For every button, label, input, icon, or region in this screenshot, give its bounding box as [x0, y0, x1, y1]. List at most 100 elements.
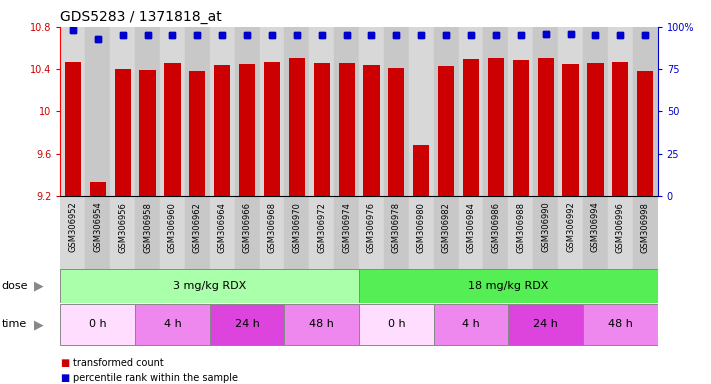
Bar	[463, 59, 479, 196]
Bar	[85, 196, 110, 269]
Text: GSM306972: GSM306972	[317, 202, 326, 253]
Bar	[359, 27, 384, 196]
Bar	[90, 182, 106, 196]
Text: ■: ■	[60, 358, 70, 368]
Bar	[338, 63, 355, 196]
Text: 24 h: 24 h	[235, 319, 260, 329]
Bar	[359, 304, 434, 345]
Bar	[488, 58, 504, 196]
Bar	[359, 270, 658, 303]
Bar	[210, 27, 235, 196]
Bar	[214, 65, 230, 196]
Text: dose: dose	[1, 281, 28, 291]
Text: GSM306988: GSM306988	[516, 202, 525, 253]
Bar	[459, 196, 483, 269]
Bar	[114, 69, 131, 196]
Bar	[513, 60, 529, 196]
Bar	[488, 58, 504, 196]
Bar	[587, 63, 604, 196]
Text: GSM306962: GSM306962	[193, 202, 202, 253]
Bar	[164, 63, 181, 196]
Bar	[60, 196, 85, 269]
Bar	[135, 196, 160, 269]
Text: ▶: ▶	[34, 280, 44, 293]
Bar	[85, 27, 110, 196]
Bar	[583, 27, 608, 196]
Bar	[608, 196, 633, 269]
Bar	[413, 145, 429, 196]
Bar	[160, 196, 185, 269]
Text: GSM306960: GSM306960	[168, 202, 177, 253]
Bar	[637, 71, 653, 196]
Bar	[608, 27, 633, 196]
Text: GSM306978: GSM306978	[392, 202, 401, 253]
Text: GSM306994: GSM306994	[591, 202, 600, 252]
Text: GSM306966: GSM306966	[242, 202, 252, 253]
Text: GDS5283 / 1371818_at: GDS5283 / 1371818_at	[60, 10, 222, 25]
Bar	[334, 196, 359, 269]
Bar	[110, 27, 135, 196]
Text: time: time	[1, 319, 27, 329]
Bar	[60, 27, 85, 196]
Text: GSM306954: GSM306954	[93, 202, 102, 252]
Bar	[538, 58, 554, 196]
Bar	[388, 68, 405, 196]
Text: GSM306952: GSM306952	[68, 202, 77, 252]
Bar	[90, 182, 106, 196]
Bar	[309, 196, 334, 269]
Bar	[185, 196, 210, 269]
Bar	[189, 71, 205, 196]
Text: 4 h: 4 h	[164, 319, 181, 329]
Bar	[164, 63, 181, 196]
Bar	[189, 71, 205, 196]
Bar	[384, 27, 409, 196]
Bar	[612, 62, 629, 196]
Text: 3 mg/kg RDX: 3 mg/kg RDX	[173, 281, 247, 291]
Bar	[413, 145, 429, 196]
Bar	[239, 64, 255, 196]
Bar	[438, 66, 454, 196]
Bar	[384, 196, 409, 269]
Text: GSM306958: GSM306958	[143, 202, 152, 253]
Bar	[434, 196, 459, 269]
Bar	[260, 27, 284, 196]
Bar	[508, 196, 533, 269]
Bar	[139, 70, 156, 196]
Text: GSM306992: GSM306992	[566, 202, 575, 252]
Bar	[210, 196, 235, 269]
Bar	[583, 304, 658, 345]
Bar	[264, 62, 280, 196]
Text: percentile rank within the sample: percentile rank within the sample	[73, 373, 238, 383]
Text: GSM306964: GSM306964	[218, 202, 227, 253]
Bar	[434, 304, 508, 345]
Bar	[587, 63, 604, 196]
Text: 18 mg/kg RDX: 18 mg/kg RDX	[468, 281, 549, 291]
Bar	[235, 27, 260, 196]
Text: GSM306984: GSM306984	[466, 202, 476, 253]
Bar	[65, 62, 81, 196]
Bar	[114, 69, 131, 196]
Bar	[434, 27, 459, 196]
Text: ■: ■	[60, 373, 70, 383]
Bar	[538, 58, 554, 196]
Text: transformed count: transformed count	[73, 358, 164, 368]
Bar	[409, 196, 434, 269]
Text: 24 h: 24 h	[533, 319, 558, 329]
Bar	[289, 58, 305, 196]
Text: 4 h: 4 h	[462, 319, 480, 329]
Bar	[334, 27, 359, 196]
Bar	[633, 27, 658, 196]
Bar	[235, 196, 260, 269]
Bar	[533, 27, 558, 196]
Bar	[110, 196, 135, 269]
Text: ▶: ▶	[34, 318, 44, 331]
Text: GSM306970: GSM306970	[292, 202, 301, 253]
Bar	[60, 304, 135, 345]
Text: GSM306956: GSM306956	[118, 202, 127, 253]
Text: GSM306986: GSM306986	[491, 202, 501, 253]
Text: GSM306980: GSM306980	[417, 202, 426, 253]
Bar	[508, 304, 583, 345]
Bar	[463, 59, 479, 196]
Bar	[239, 64, 255, 196]
Bar	[185, 27, 210, 196]
